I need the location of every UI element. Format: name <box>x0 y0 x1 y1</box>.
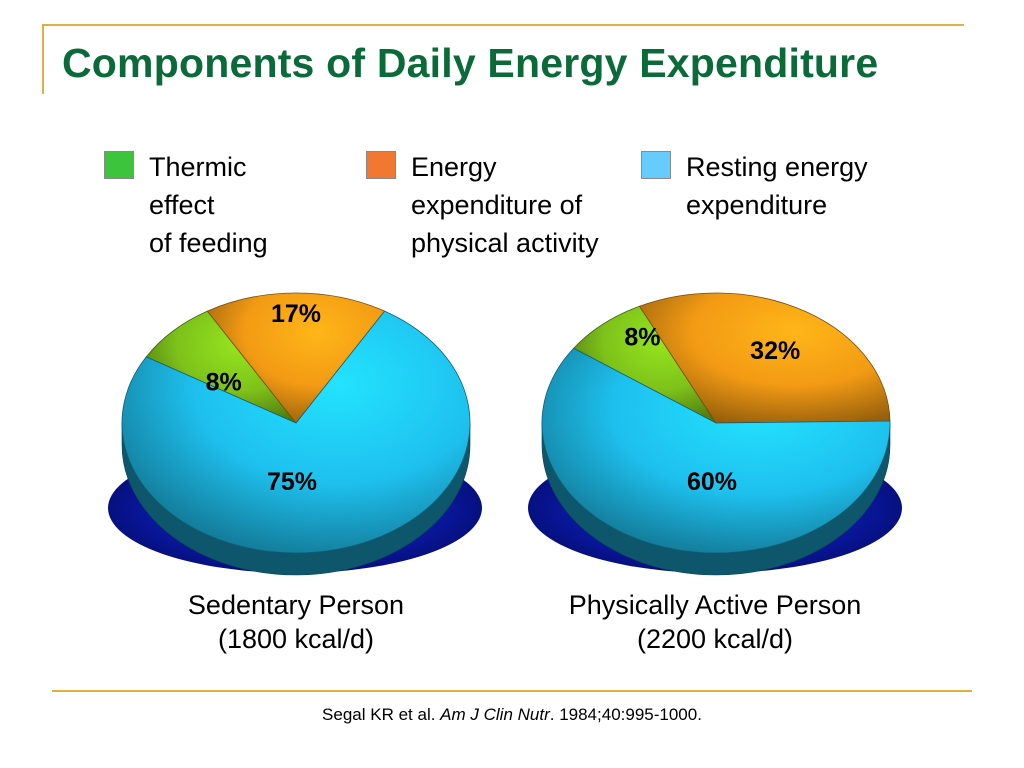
legend-swatch-physical-activity <box>366 151 396 179</box>
pie-slice-sedentary-resting-energy-expenditure <box>121 310 471 554</box>
pie-chart-active: 8% 32% 60% <box>528 292 902 576</box>
pie-caption-sedentary: Sedentary Person (1800 kcal/d) <box>86 588 506 656</box>
pie-caption-active: Physically Active Person (2200 kcal/d) <box>505 588 925 656</box>
citation-authors: Segal KR et al. <box>322 705 441 724</box>
pie-caption-active-line1: Physically Active Person <box>568 590 862 620</box>
legend-label-resting-energy: Resting energy expenditure <box>686 152 868 220</box>
pie-label-sedentary-0: 8% <box>206 369 242 397</box>
pie-label-sedentary-2: 75% <box>267 468 317 496</box>
slide-title: Components of Daily Energy Expenditure <box>62 40 879 86</box>
pie-slice-sedentary-energy-expenditure-of-physical-activity <box>206 292 386 424</box>
citation-details: . 1984;40:995-1000. <box>549 705 702 724</box>
pie-slice-active-resting-energy-expenditure <box>541 347 891 554</box>
pie-label-active-2: 60% <box>687 468 737 496</box>
pie-caption-active-line2: (2200 kcal/d) <box>636 624 794 654</box>
pie-label-active-1: 32% <box>750 337 800 365</box>
legend-label-physical-activity: Energy expenditure of physical activity <box>411 152 599 258</box>
chart-legend: Thermic effect of feeding Energy expendi… <box>0 0 1024 290</box>
citation-journal: Am J Clin Nutr <box>440 705 550 724</box>
pie-label-sedentary-1: 17% <box>271 300 321 328</box>
legend-label-thermic-effect: Thermic effect of feeding <box>149 152 268 258</box>
pie-chart-sedentary: 8% 17% 75% <box>108 292 482 576</box>
citation: Segal KR et al. Am J Clin Nutr. 1984;40:… <box>0 705 1024 725</box>
pie-caption-sedentary-line1: Sedentary Person <box>187 590 405 620</box>
title-frame-left-rule <box>42 24 44 94</box>
legend-swatch-resting-energy <box>641 151 671 179</box>
pie-caption-sedentary-line2: (1800 kcal/d) <box>217 624 375 654</box>
title-frame-top-rule <box>42 24 964 26</box>
footer-rule <box>52 690 972 692</box>
pie-label-active-0: 8% <box>624 324 660 352</box>
pie-slice-active-energy-expenditure-of-physical-activity <box>638 292 891 424</box>
legend-swatch-thermic-effect <box>104 151 134 179</box>
